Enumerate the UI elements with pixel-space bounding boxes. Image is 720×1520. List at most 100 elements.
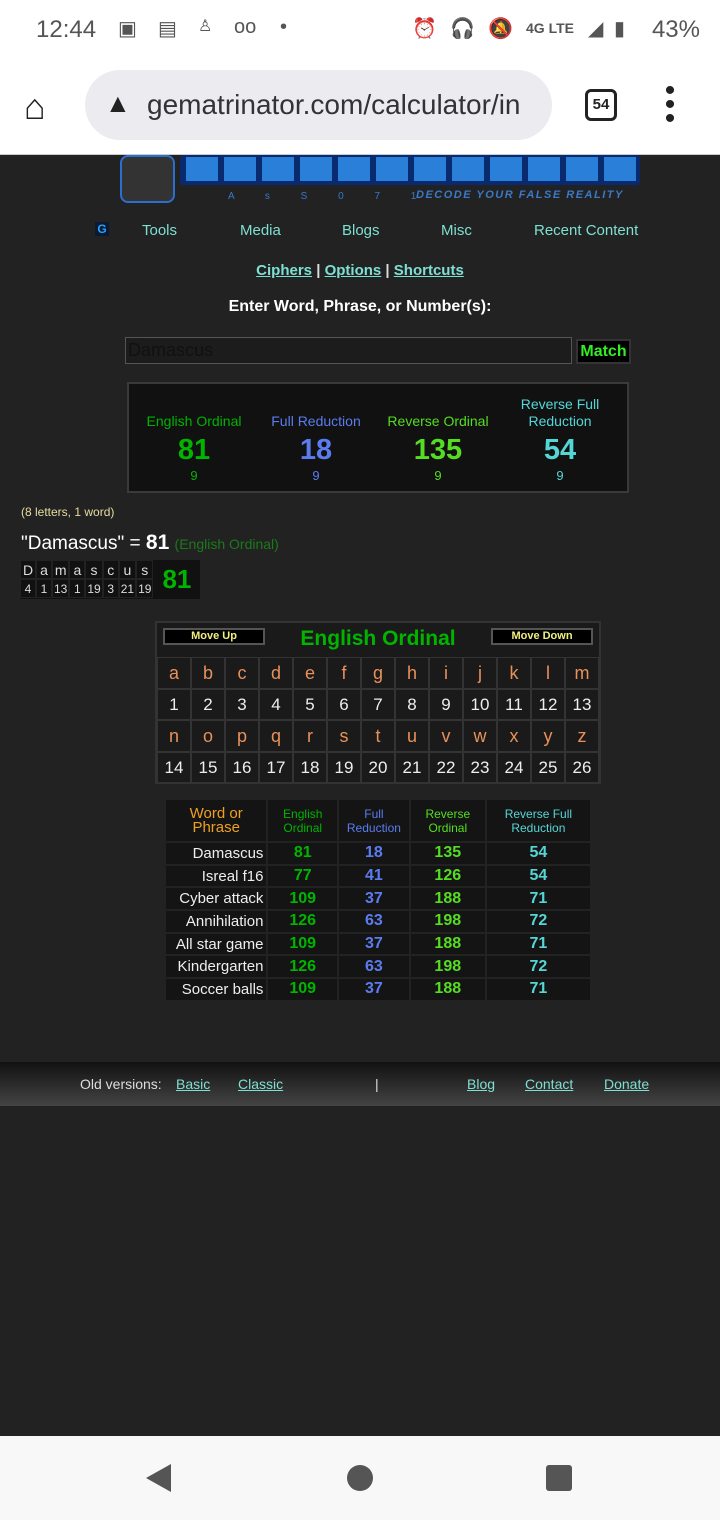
address-bar[interactable]: ▲ gematrinator.com/calculator/in xyxy=(85,70,552,140)
cipher-letter[interactable]: p xyxy=(225,720,259,752)
header-reverse-ordinal[interactable]: Reverse Ordinal xyxy=(408,798,487,843)
nav-recent-content[interactable]: Recent Content xyxy=(534,222,639,239)
cipher-summary-item[interactable]: English Ordinal 81 9 xyxy=(133,384,255,489)
cipher-letter[interactable]: z xyxy=(565,720,599,752)
match-button[interactable]: Match xyxy=(576,339,631,364)
cell-reverse-full-reduction[interactable]: 72 xyxy=(484,909,593,934)
cipher-letter[interactable]: t xyxy=(361,720,395,752)
nav-tools[interactable]: Tools xyxy=(142,222,178,239)
cell-reverse-ordinal[interactable]: 126 xyxy=(408,863,487,889)
cell-full-reduction[interactable]: 18 xyxy=(337,841,411,866)
options-link[interactable]: Options xyxy=(324,262,382,279)
overflow-menu-icon[interactable]: • • • xyxy=(664,74,676,135)
cell-english-ordinal[interactable]: 126 xyxy=(266,909,340,934)
site-g-icon[interactable]: G xyxy=(95,222,109,236)
cipher-letter[interactable]: l xyxy=(531,657,565,689)
shortcuts-link[interactable]: Shortcuts xyxy=(393,262,464,279)
nav-blogs[interactable]: Blogs xyxy=(342,222,380,239)
cell-reverse-ordinal[interactable]: 198 xyxy=(408,954,487,980)
cell-word[interactable]: Cyber attack xyxy=(163,886,269,912)
cell-english-ordinal[interactable]: 109 xyxy=(266,931,340,957)
table-row[interactable]: Cyber attack 109 37 188 71 xyxy=(163,886,593,912)
cipher-letter[interactable]: y xyxy=(531,720,565,752)
table-row[interactable]: Annihilation 126 63 198 72 xyxy=(163,909,593,934)
back-icon[interactable] xyxy=(146,1464,171,1492)
basic-link[interactable]: Basic xyxy=(176,1076,211,1092)
move-up-button[interactable]: Move Up xyxy=(163,628,265,645)
cell-reverse-full-reduction[interactable]: 54 xyxy=(484,841,593,866)
cipher-letter[interactable]: s xyxy=(327,720,361,752)
cell-reverse-full-reduction[interactable]: 54 xyxy=(484,863,593,889)
nav-misc[interactable]: Misc xyxy=(441,222,472,239)
cell-reverse-full-reduction[interactable]: 72 xyxy=(484,954,593,980)
cipher-letter[interactable]: o xyxy=(191,720,225,752)
cipher-letter[interactable]: m xyxy=(565,657,599,689)
classic-link[interactable]: Classic xyxy=(238,1076,284,1092)
cell-reverse-ordinal[interactable]: 188 xyxy=(408,931,487,957)
table-row[interactable]: Isreal f16 77 41 126 54 xyxy=(163,863,593,889)
table-row[interactable]: All star game 109 37 188 71 xyxy=(163,931,593,957)
cipher-summary-item[interactable]: Full Reduction 18 9 xyxy=(255,384,377,489)
cipher-summary-item[interactable]: Reverse Full Reduction 54 9 xyxy=(499,384,621,489)
header-reverse-full-reduction[interactable]: Reverse Full Reduction xyxy=(484,798,593,843)
cipher-summary-item[interactable]: Reverse Ordinal 135 9 xyxy=(377,384,499,489)
cipher-letter[interactable]: i xyxy=(429,657,463,689)
cell-english-ordinal[interactable]: 81 xyxy=(266,841,340,866)
cell-word[interactable]: All star game xyxy=(163,931,269,957)
cell-full-reduction[interactable]: 63 xyxy=(337,909,411,934)
cipher-letter[interactable]: c xyxy=(225,657,259,689)
cipher-letter[interactable]: a xyxy=(157,657,191,689)
site-logo[interactable]: A s S 0 7 1 DECODE YOUR FALSE REALITY xyxy=(110,155,650,217)
cipher-letter[interactable]: q xyxy=(259,720,293,752)
cipher-letter[interactable]: b xyxy=(191,657,225,689)
table-row[interactable]: Damascus 81 18 135 54 xyxy=(163,841,593,866)
cipher-letter[interactable]: u xyxy=(395,720,429,752)
cell-english-ordinal[interactable]: 126 xyxy=(266,954,340,980)
ciphers-link[interactable]: Ciphers xyxy=(256,262,313,279)
contact-link[interactable]: Contact xyxy=(525,1076,574,1092)
cipher-letter[interactable]: d xyxy=(259,657,293,689)
cipher-letter[interactable]: x xyxy=(497,720,531,752)
header-english-ordinal[interactable]: English Ordinal xyxy=(266,798,340,843)
home-icon[interactable]: ⌂ xyxy=(24,86,46,127)
cell-reverse-ordinal[interactable]: 188 xyxy=(408,977,487,1002)
header-full-reduction[interactable]: Full Reduction xyxy=(337,798,411,843)
cipher-letter[interactable]: v xyxy=(429,720,463,752)
cell-word[interactable]: Soccer balls xyxy=(163,977,269,1002)
move-down-button[interactable]: Move Down xyxy=(491,628,593,645)
cell-full-reduction[interactable]: 37 xyxy=(337,886,411,912)
cell-reverse-full-reduction[interactable]: 71 xyxy=(484,886,593,912)
cipher-letter[interactable]: e xyxy=(293,657,327,689)
cell-word[interactable]: Kindergarten xyxy=(163,954,269,980)
cell-full-reduction[interactable]: 37 xyxy=(337,931,411,957)
cell-word[interactable]: Annihilation xyxy=(163,909,269,934)
cipher-letter[interactable]: r xyxy=(293,720,327,752)
tab-switcher-button[interactable]: 54 xyxy=(585,89,617,121)
cipher-letter[interactable]: h xyxy=(395,657,429,689)
table-row[interactable]: Soccer balls 109 37 188 71 xyxy=(163,977,593,1002)
cell-full-reduction[interactable]: 63 xyxy=(337,954,411,980)
cell-full-reduction[interactable]: 37 xyxy=(337,977,411,1002)
cell-word[interactable]: Isreal f16 xyxy=(163,863,269,889)
cell-word[interactable]: Damascus xyxy=(163,841,269,866)
cipher-letter[interactable]: n xyxy=(157,720,191,752)
cell-english-ordinal[interactable]: 77 xyxy=(266,863,340,889)
cipher-letter[interactable]: g xyxy=(361,657,395,689)
home-button-icon[interactable] xyxy=(347,1465,373,1491)
nav-media[interactable]: Media xyxy=(240,222,281,239)
cell-reverse-full-reduction[interactable]: 71 xyxy=(484,977,593,1002)
cell-reverse-ordinal[interactable]: 188 xyxy=(408,886,487,912)
cell-english-ordinal[interactable]: 109 xyxy=(266,886,340,912)
warning-icon[interactable]: ▲ xyxy=(105,88,131,118)
cipher-letter[interactable]: k xyxy=(497,657,531,689)
cipher-letter[interactable]: j xyxy=(463,657,497,689)
blog-link[interactable]: Blog xyxy=(467,1076,496,1092)
phrase-input[interactable]: Damascus xyxy=(125,337,572,364)
cell-reverse-ordinal[interactable]: 198 xyxy=(408,909,487,934)
cell-reverse-full-reduction[interactable]: 71 xyxy=(484,931,593,957)
url-text[interactable]: gematrinator.com/calculator/in xyxy=(147,89,521,120)
table-row[interactable]: Kindergarten 126 63 198 72 xyxy=(163,954,593,980)
cipher-letter[interactable]: f xyxy=(327,657,361,689)
donate-link[interactable]: Donate xyxy=(604,1076,650,1092)
cell-english-ordinal[interactable]: 109 xyxy=(266,977,340,1002)
